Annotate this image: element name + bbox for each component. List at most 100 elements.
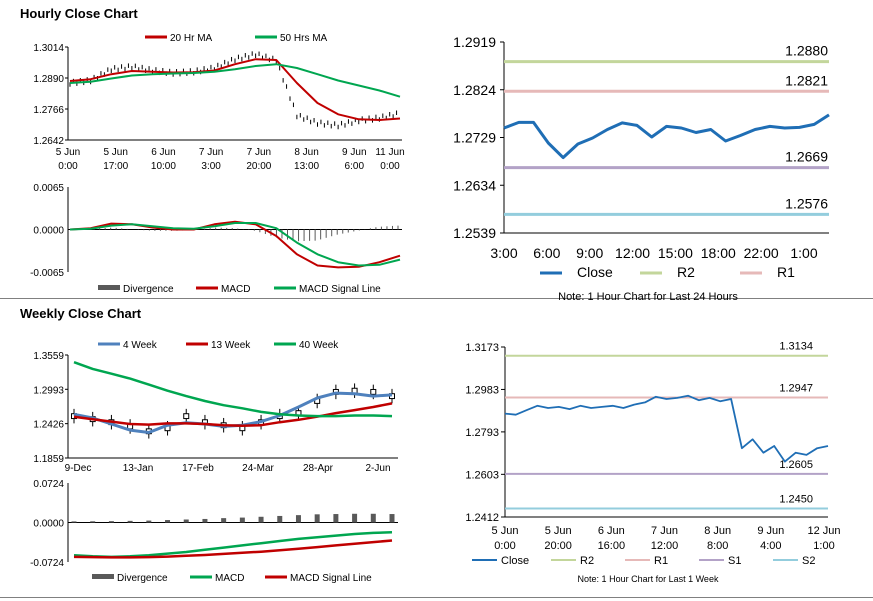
hourly-price-legend-50-hrs-ma-label: 50 Hrs MA <box>280 33 328 44</box>
hourly-price-xtick-time: 20:00 <box>246 161 271 172</box>
weekly-macd-legend-macd-signal-line-label: MACD Signal Line <box>290 573 372 584</box>
hourly-24h-xtick: 22:00 <box>744 245 779 261</box>
weekly-1w-ytick: 1.2412 <box>465 512 499 524</box>
weekly-1w-xtick-time: 1:00 <box>813 540 834 552</box>
hourly-section-title: Hourly Close Chart <box>20 6 138 21</box>
hourly-24h-close-line <box>503 113 830 160</box>
hourly-price-legend-20-hr-ma-label: 20 Hr MA <box>170 33 213 44</box>
hourly-24h-xtick: 18:00 <box>701 245 736 261</box>
weekly-price-xtick: 13-Jan <box>123 463 154 474</box>
weekly-macd-divergence-bar <box>239 517 245 523</box>
hourly-price-xtick-date: 5 Jun <box>103 147 127 158</box>
hourly-price-xtick-time: 0:00 <box>58 161 78 172</box>
weekly-price-candle-body <box>370 388 377 395</box>
weekly-price-xtick: 28-Apr <box>303 463 334 474</box>
weekly-1w-xtick-time: 4:00 <box>760 540 781 552</box>
weekly-price-ytick: 1.1859 <box>33 454 64 465</box>
hourly-price-xtick-date: 7 Jun <box>199 147 223 158</box>
weekly-1w-level-label-s2: 1.2450 <box>779 494 813 506</box>
weekly-1w-legend-r1-label: R1 <box>654 555 668 567</box>
hourly-24h-xtick: 9:00 <box>576 245 603 261</box>
weekly-macd-divergence-bar <box>202 518 208 523</box>
hourly-24h-ytick: 1.2539 <box>453 225 496 241</box>
weekly-macd-divergence-bar <box>277 515 283 523</box>
hourly-price-xtick-time: 0:00 <box>380 161 400 172</box>
weekly-price-legend-40-week-label: 40 Week <box>299 340 339 351</box>
hourly-24h-ytick: 1.2919 <box>453 34 496 50</box>
hourly-24h-xtick: 6:00 <box>533 245 560 261</box>
weekly-price-line-13-week <box>73 402 393 428</box>
weekly-price-candle-body <box>183 413 190 420</box>
weekly-macd-ytick: 0.0000 <box>33 519 64 530</box>
weekly-1w-xtick-time: 16:00 <box>598 540 626 552</box>
weekly-1w-xtick-date: 12 Jun <box>807 525 840 537</box>
hourly-macd-line-macd <box>69 220 401 269</box>
weekly-1w-xtick-date: 7 Jun <box>651 525 678 537</box>
hourly-24h-level-label-s1: 1.2669 <box>785 149 828 165</box>
weekly-1w-close-line <box>504 394 829 463</box>
hourly-price-xtick-time: 17:00 <box>103 161 128 172</box>
weekly-1w-ytick: 1.2983 <box>465 384 499 396</box>
weekly-price-xtick: 24-Mar <box>242 463 274 474</box>
weekly-macd-divergence-bar <box>127 520 133 523</box>
weekly-1w-xtick-time: 0:00 <box>494 540 515 552</box>
hourly-24h-legend-label-r2: R2 <box>677 264 695 280</box>
hourly-price-xtick-date: 8 Jun <box>294 147 318 158</box>
weekly-macd-divergence-bar <box>90 521 96 523</box>
hourly-price-xtick-date: 7 Jun <box>247 147 271 158</box>
weekly-macd-divergence-bar <box>71 521 77 523</box>
weekly-macd-divergence-bar <box>352 513 358 523</box>
weekly-note: Note: 1 Hour Chart for Last 1 Week <box>578 574 719 584</box>
weekly-price-xtick: 2-Jun <box>365 463 390 474</box>
weekly-1w-level-label-s1: 1.2605 <box>779 459 813 471</box>
weekly-macd-ytick: 0.0724 <box>33 479 64 490</box>
weekly-1w-xtick-date: 5 Jun <box>492 525 519 537</box>
weekly-macd-divergence-bar <box>389 514 395 523</box>
weekly-1w-legend-close-label: Close <box>501 555 529 567</box>
hourly-price-ytick: 1.2766 <box>33 105 64 116</box>
hourly-price-xtick-date: 11 Jun <box>375 147 404 158</box>
weekly-price-ytick: 1.2993 <box>33 385 64 396</box>
weekly-macd-divergence-bar <box>370 513 376 523</box>
weekly-price-xtick: 17-Feb <box>182 463 214 474</box>
weekly-price-legend-4-week-label: 4 Week <box>123 340 158 351</box>
hourly-price-ytick: 1.3014 <box>33 43 64 54</box>
hourly-24h-xtick: 1:00 <box>790 245 817 261</box>
weekly-price-ytick: 1.2426 <box>33 420 64 431</box>
hourly-24h-level-label-r1: 1.2821 <box>785 72 828 88</box>
weekly-macd-ytick: -0.0724 <box>30 558 64 569</box>
weekly-1w-level-label-r2: 1.3134 <box>779 341 813 353</box>
hourly-macd-ytick: 0.0000 <box>33 226 64 237</box>
weekly-macd-divergence-bar <box>108 521 114 523</box>
weekly-macd-divergence-bar <box>165 520 171 523</box>
hourly-price-xtick-date: 6 Jun <box>151 147 175 158</box>
hourly-macd-legend-divergence-label: Divergence <box>123 284 174 295</box>
hourly-24h-ytick: 1.2634 <box>453 177 496 193</box>
weekly-price-xtick: 9-Dec <box>65 463 92 474</box>
hourly-macd-legend-macd-signal-line-label: MACD Signal Line <box>299 284 381 295</box>
hourly-macd-legend-macd-label: MACD <box>221 284 250 295</box>
weekly-section-title: Weekly Close Chart <box>20 306 142 321</box>
weekly-1w-ytick: 1.3173 <box>465 342 499 354</box>
hourly-macd-line-macd-signal-line <box>69 222 401 267</box>
weekly-1w-legend-r2-label: R2 <box>580 555 594 567</box>
weekly-1w-xtick-date: 9 Jun <box>757 525 784 537</box>
hourly-price-xtick-date: 5 Jun <box>56 147 80 158</box>
weekly-1w-legend-s2-label: S2 <box>802 555 815 567</box>
weekly-1w-level-label-r1: 1.2947 <box>779 382 813 394</box>
weekly-1w-xtick-time: 12:00 <box>651 540 679 552</box>
hourly-24h-ytick: 1.2824 <box>453 82 496 98</box>
weekly-macd-legend-divergence-label: Divergence <box>117 573 168 584</box>
hourly-macd-ytick: -0.0065 <box>30 268 64 279</box>
weekly-1w-ytick: 1.2603 <box>465 469 499 481</box>
hourly-24h-xtick: 15:00 <box>658 245 693 261</box>
weekly-1w-xtick-time: 20:00 <box>544 540 572 552</box>
weekly-1w-xtick-date: 5 Jun <box>545 525 572 537</box>
hourly-price-xtick-date: 9 Jun <box>342 147 366 158</box>
weekly-macd-divergence-bar <box>314 514 320 523</box>
weekly-1w-ytick: 1.2793 <box>465 427 499 439</box>
hourly-24h-ytick: 1.2729 <box>453 130 496 146</box>
weekly-macd-divergence-bar <box>333 514 339 523</box>
weekly-macd-legend-macd-label: MACD <box>215 573 244 584</box>
